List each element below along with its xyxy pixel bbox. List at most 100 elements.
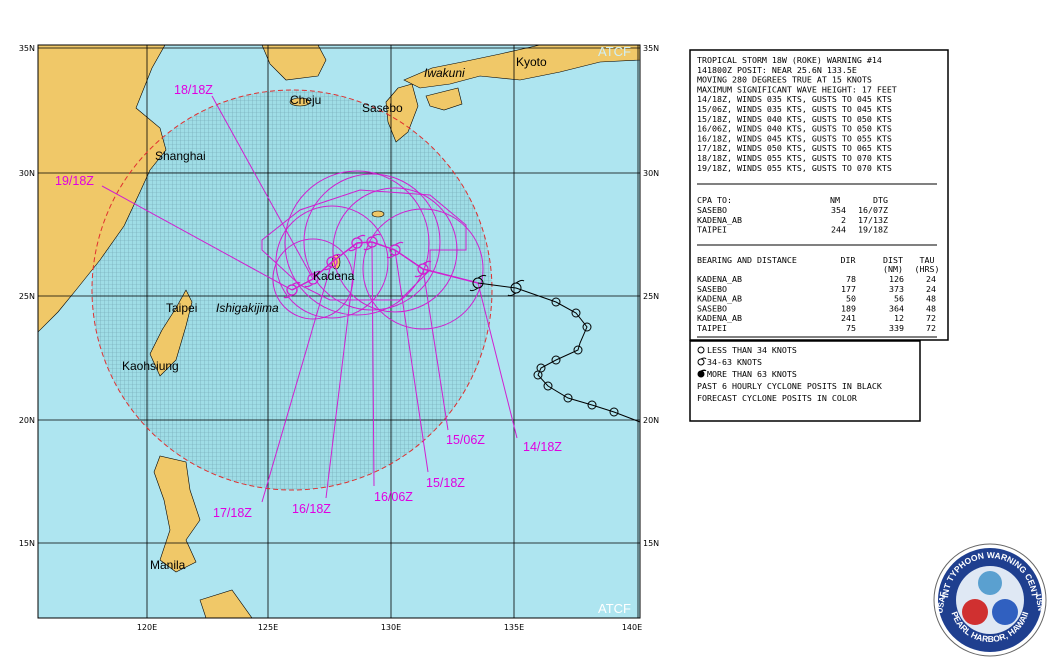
- bearing-cell: 78: [846, 274, 856, 284]
- past-position: [571, 308, 581, 318]
- forecast-leaders: [101, 95, 518, 503]
- legend-label: 34-63 KNOTS: [707, 357, 762, 367]
- cpa-cell: 16/07Z: [858, 205, 888, 215]
- legend-label: LESS THAN 34 KNOTS: [707, 345, 797, 355]
- lat-label: 25N: [643, 292, 659, 301]
- source-label: ATCF: [598, 601, 631, 616]
- bearing-col: DIST: [883, 255, 903, 265]
- bearing-cell: 50: [846, 294, 856, 304]
- place-label: Iwakuni: [424, 66, 465, 80]
- bearing-cell: SASEBO: [697, 284, 727, 294]
- bearing-col: TAU: [920, 255, 935, 265]
- cpa-title: CPA TO:: [697, 195, 732, 205]
- past-track: [477, 282, 640, 423]
- lon-label: 125E: [258, 623, 278, 632]
- forecast-label: 16/18Z: [292, 502, 331, 516]
- warning-line: MAXIMUM SIGNIFICANT WAVE HEIGHT: 17 FEET: [697, 84, 897, 94]
- logo-text: USN: [1034, 593, 1046, 611]
- lon-label: 140E: [622, 623, 642, 632]
- bearing-cell: 177: [841, 284, 856, 294]
- forecast-symbol: [348, 234, 366, 252]
- warning-line: 14/18Z, WINDS 035 KTS, GUSTS TO 045 KTS: [697, 94, 892, 104]
- bearing-cell: 75: [846, 323, 856, 333]
- warning-box: [689, 49, 949, 341]
- bearing-cell: 24: [926, 274, 936, 284]
- warning-line: 17/18Z, WINDS 050 KTS, GUSTS TO 065 KTS: [697, 143, 892, 153]
- legend-label: FORECAST CYCLONE POSITS IN COLOR: [697, 393, 857, 403]
- forecast-label: 19/18Z: [55, 174, 94, 188]
- warning-line: 19/18Z, WINDS 055 KTS, GUSTS TO 070 KTS: [697, 163, 892, 173]
- land: [38, 45, 640, 618]
- past-position: [543, 381, 553, 391]
- forecast-label: 17/18Z: [213, 506, 252, 520]
- past-position: [551, 355, 561, 365]
- cpa-cell: 19/18Z: [858, 225, 888, 235]
- wind-radius-outline: [91, 89, 493, 491]
- bearing-cell: 72: [926, 323, 936, 333]
- past-position: [563, 393, 573, 403]
- forecast-label: 14/18Z: [523, 440, 562, 454]
- lat-label: 15N: [19, 539, 35, 548]
- bearing-cell: KADENA_AB: [697, 313, 742, 323]
- warning-line: 16/18Z, WINDS 045 KTS, GUSTS TO 055 KTS: [697, 133, 892, 143]
- warning-line: 18/18Z, WINDS 055 KTS, GUSTS TO 070 KTS: [697, 153, 892, 163]
- bearing-cell: 126: [889, 274, 904, 284]
- map: [38, 45, 640, 618]
- warning-line: TROPICAL STORM 18W (ROKE) WARNING #14: [697, 55, 882, 65]
- place-label: Kadena: [313, 269, 355, 283]
- lat-label: 25N: [19, 292, 35, 301]
- past-position: [609, 407, 619, 417]
- cpa-cell: 2: [841, 215, 846, 225]
- bearing-cell: 72: [926, 313, 936, 323]
- bearing-unit: (NM): [883, 264, 903, 274]
- cpa-cell: TAIPEI: [697, 225, 727, 235]
- storm-symbol: [507, 279, 525, 297]
- legend-label: MORE THAN 63 KNOTS: [707, 369, 797, 379]
- warning-line: 16/06Z, WINDS 040 KTS, GUSTS TO 050 KTS: [697, 124, 892, 134]
- logo-emblem: [992, 599, 1018, 625]
- cpa-cell: 354: [831, 205, 846, 215]
- forecast-label: 18/18Z: [174, 83, 213, 97]
- bearing-title: BEARING AND DISTANCE: [697, 255, 797, 265]
- lon-label: 135E: [504, 623, 524, 632]
- place-label: Sasebo: [362, 101, 403, 115]
- lon-label: 130E: [381, 623, 401, 632]
- past-position: [573, 345, 583, 355]
- storm-symbol: [469, 274, 487, 292]
- bearing-cell: 189: [841, 303, 856, 313]
- bearing-cell: 56: [894, 294, 904, 304]
- forecast-label: 16/06Z: [374, 490, 413, 504]
- past-position: [582, 322, 592, 332]
- cpa-cell: KADENA_AB: [697, 215, 742, 225]
- warning-line: 15/06Z, WINDS 035 KTS, GUSTS TO 045 KTS: [697, 104, 892, 114]
- bearing-cell: 48: [926, 294, 936, 304]
- past-position: [587, 400, 597, 410]
- bearing-cell: 364: [889, 303, 904, 313]
- warning-line: 141800Z POSIT: NEAR 25.6N 133.5E: [697, 65, 857, 75]
- past-position: [551, 297, 561, 307]
- bearing-cell: 373: [889, 284, 904, 294]
- lat-label: 20N: [19, 416, 35, 425]
- forecast-symbol: [363, 233, 381, 251]
- legend-box: [689, 340, 921, 422]
- bearing-unit: (HRS): [915, 264, 940, 274]
- bearing-cell: 339: [889, 323, 904, 333]
- forecast-symbol: [304, 270, 322, 288]
- legend-symbol: [697, 357, 707, 366]
- bearing-col: DIR: [841, 255, 856, 265]
- source-label: ATCF: [598, 44, 631, 59]
- warning-line: MOVING 280 DEGREES TRUE AT 15 KNOTS: [697, 75, 872, 85]
- forecast-symbol: [323, 253, 341, 271]
- lat-label: 35N: [643, 44, 659, 53]
- legend-label: PAST 6 HOURLY CYCLONE POSITS IN BLACK: [697, 381, 882, 391]
- bearing-cell: 241: [841, 313, 856, 323]
- bearing-cell: 12: [894, 313, 904, 323]
- lat-label: 30N: [19, 169, 35, 178]
- logo: [933, 543, 1047, 657]
- bearing-cell: TAIPEI: [697, 323, 727, 333]
- bearing-cell: SASEBO: [697, 303, 727, 313]
- lat-label: 30N: [643, 169, 659, 178]
- cpa-cell: SASEBO: [697, 205, 727, 215]
- place-label: Cheju: [290, 93, 321, 107]
